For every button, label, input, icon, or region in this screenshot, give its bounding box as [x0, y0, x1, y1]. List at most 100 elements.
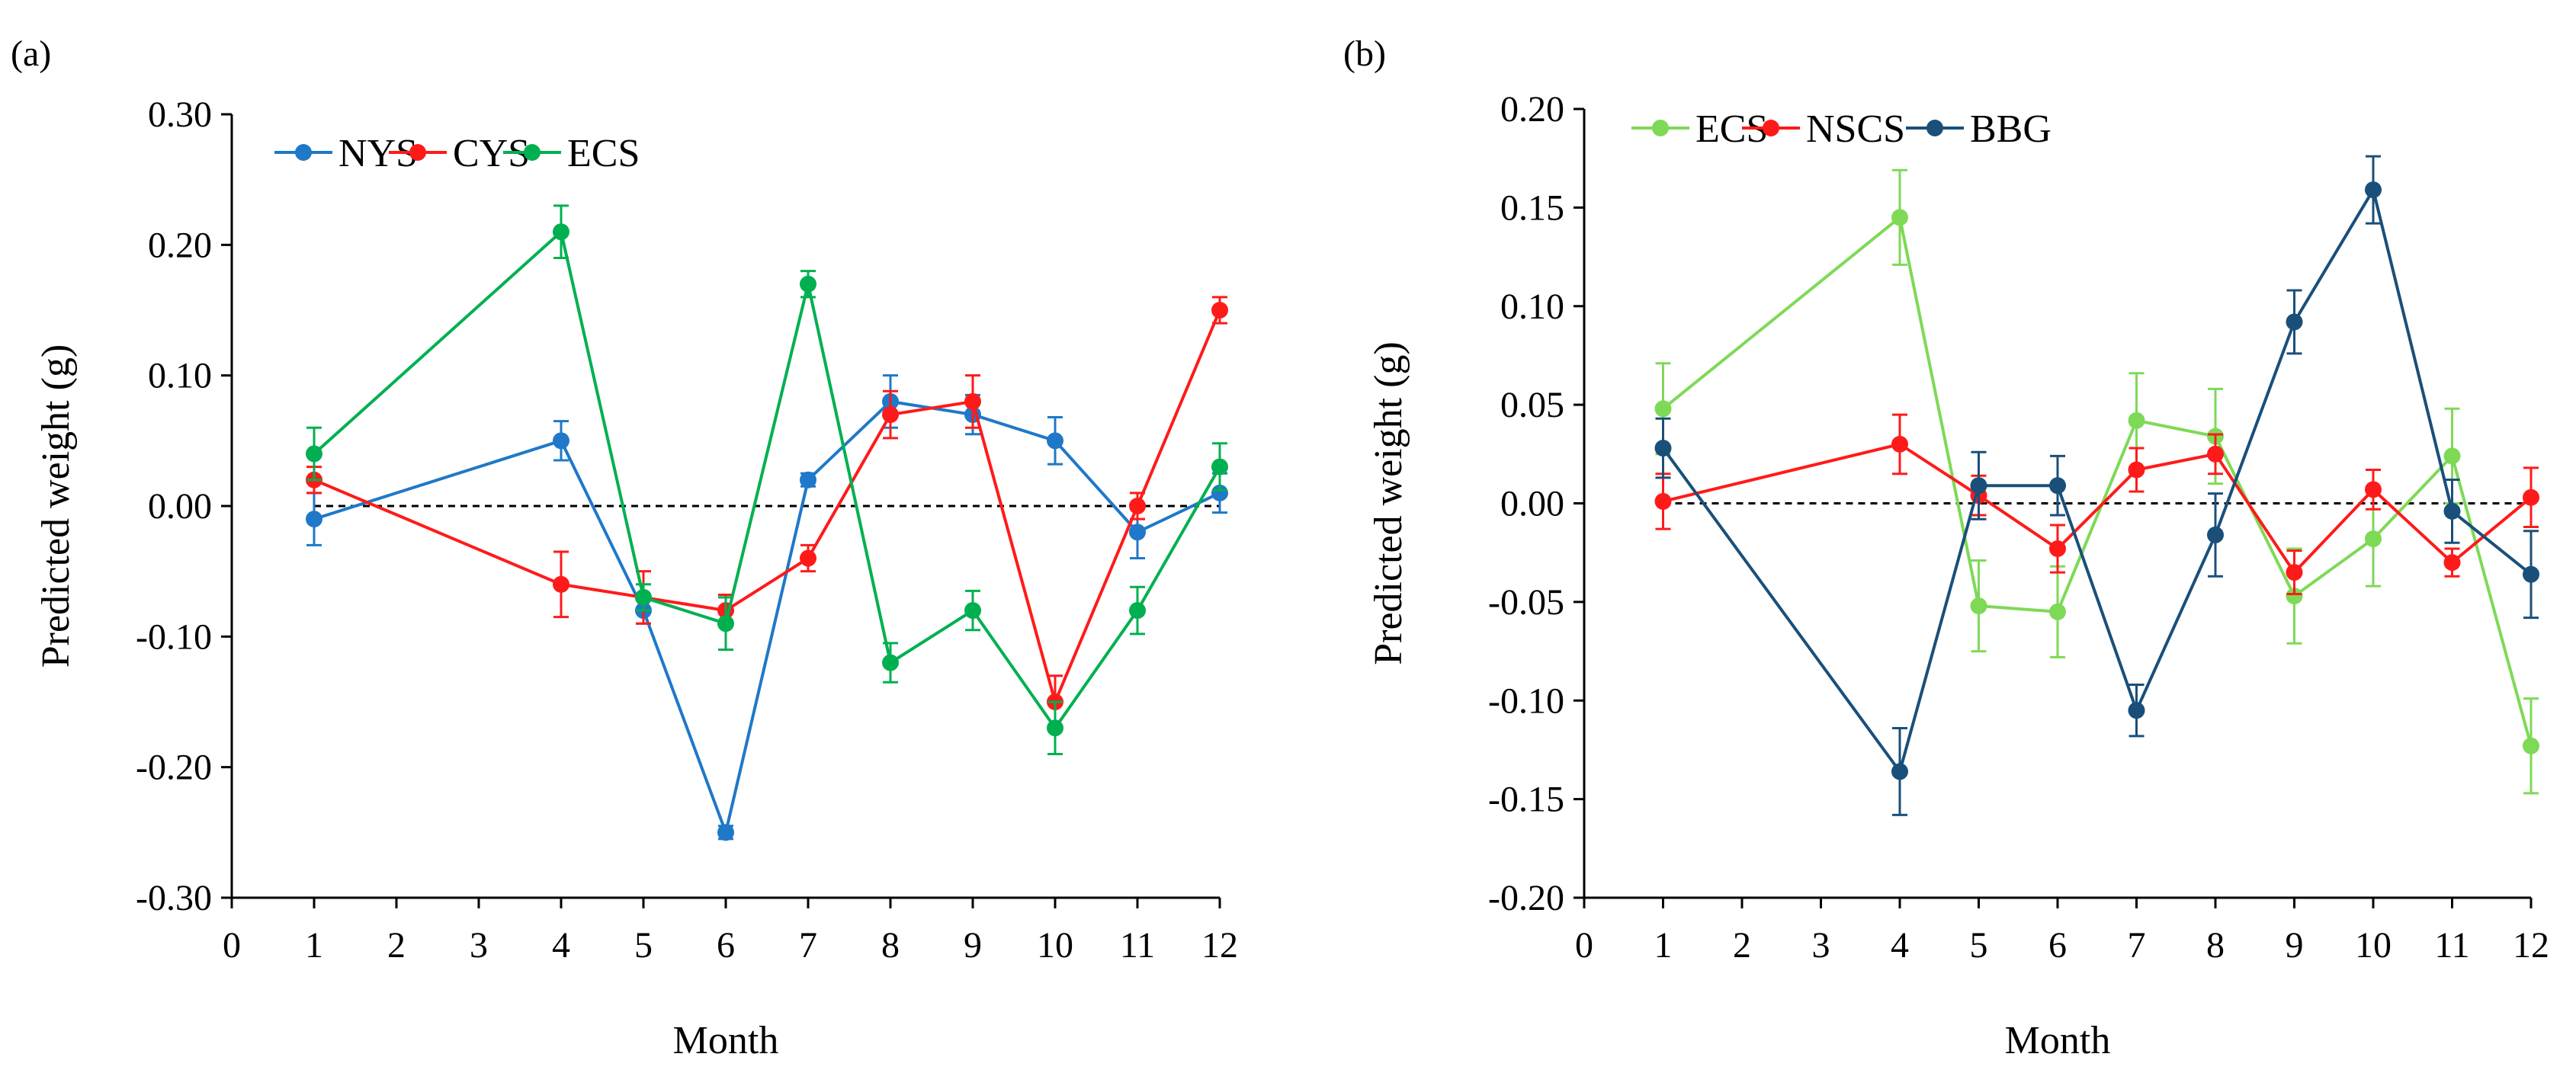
x-tick-label: 7 — [799, 925, 817, 966]
y-tick-label: 0.00 — [1500, 484, 1564, 524]
series-cys — [306, 296, 1228, 729]
x-tick-label: 2 — [387, 925, 406, 966]
legend: NYS CYS ECS — [274, 132, 640, 175]
y-tick-label: -0.20 — [136, 748, 212, 788]
data-point-ecs — [2128, 412, 2145, 429]
legend-marker-icon — [1763, 120, 1779, 136]
x-tick-label: 3 — [470, 925, 488, 966]
x-tick-label: 5 — [634, 925, 653, 966]
data-point-ecs — [1891, 209, 1908, 226]
data-point-ecs — [1970, 597, 1987, 615]
x-tick-label: 1 — [305, 925, 323, 966]
data-point-bbg — [1891, 763, 1908, 780]
data-point-nscs — [2049, 540, 2066, 558]
data-point-ecs — [635, 588, 652, 606]
data-point-bbg — [2286, 313, 2303, 331]
data-point-nscs — [1891, 435, 1908, 453]
data-point-nscs — [1654, 492, 1672, 510]
data-point-bbg — [2365, 181, 2382, 199]
data-point-cys — [964, 392, 981, 410]
data-point-nscs — [2443, 554, 2461, 572]
data-point-bbg — [2443, 502, 2461, 520]
data-point-nys — [717, 824, 734, 841]
data-point-cys — [882, 406, 899, 424]
x-tick-label: 11 — [2434, 925, 2469, 966]
legend-label: ECS — [567, 132, 640, 175]
data-point-ecs — [2443, 447, 2461, 465]
legend-item-ecs: ECS — [503, 132, 640, 175]
data-point-bbg — [2523, 565, 2539, 583]
legend-marker-icon — [1926, 120, 1943, 136]
x-tick-label: 2 — [1733, 925, 1751, 966]
data-point-nscs — [2286, 564, 2303, 581]
data-point-cys — [1211, 302, 1228, 319]
y-tick-label: -0.10 — [136, 617, 212, 657]
data-point-cys — [1129, 498, 1146, 514]
series-ecs — [1654, 168, 2539, 795]
data-point-nscs — [2365, 481, 2382, 498]
legend-item-bbg: BBG — [1906, 107, 2051, 151]
data-point-nscs — [2207, 445, 2224, 463]
series-line-ecs — [313, 229, 1221, 731]
chart-panel-a: (a)0.300.200.100.00-0.10-0.20-0.300 1 2 3 4 5… — [11, 34, 1238, 1062]
panel-label: (a) — [11, 34, 51, 74]
y-tick-label: 0.20 — [1500, 89, 1564, 130]
data-point-nys — [553, 432, 569, 450]
data-point-nys — [306, 511, 322, 528]
data-point-nys — [1129, 524, 1146, 541]
y-tick-label: 0.00 — [148, 486, 212, 527]
data-point-ecs — [800, 275, 816, 293]
data-point-ecs — [2286, 588, 2303, 605]
series-line-cys — [313, 309, 1221, 707]
legend-marker-icon — [524, 144, 541, 161]
x-tick-label: 4 — [1891, 925, 1909, 966]
legend-label: NSCS — [1806, 107, 1905, 151]
x-tick-label: 5 — [1970, 925, 1988, 966]
x-tick-label: 11 — [1120, 925, 1155, 966]
x-tick-label: 12 — [1201, 925, 1238, 966]
chart-panel-b: (b) 0.20 0.15 0.10 0.05 0.00 -0.05 -0.10 -0.15 -0… — [1343, 34, 2549, 1062]
data-point-nscs — [2523, 488, 2539, 506]
data-point-ecs — [2523, 737, 2539, 754]
data-point-ecs — [1211, 458, 1228, 476]
data-point-bbg — [1970, 477, 1987, 495]
data-point-nys — [800, 471, 816, 488]
y-tick-label: -0.05 — [1488, 582, 1564, 623]
data-point-bbg — [1654, 440, 1672, 457]
data-point-ecs — [2049, 603, 2066, 620]
data-point-ecs — [306, 445, 322, 463]
x-tick-label: 6 — [717, 925, 735, 966]
data-point-bbg — [2049, 477, 2066, 495]
y-tick-label: -0.10 — [1488, 681, 1564, 721]
x-tick-label: 0 — [1575, 925, 1593, 966]
x-tick-label: 9 — [964, 925, 982, 966]
data-point-nscs — [2128, 461, 2145, 479]
series-ecs — [306, 204, 1228, 756]
series-line-nscs — [1663, 442, 2533, 575]
x-tick-label: 10 — [2355, 925, 2392, 966]
data-point-nys — [1047, 432, 1063, 450]
data-point-ecs — [1654, 400, 1672, 418]
data-point-nys — [1211, 484, 1228, 501]
x-tick-label: 3 — [1812, 925, 1830, 966]
x-tick-label: 7 — [2128, 925, 2146, 966]
series-bbg — [1654, 155, 2539, 816]
y-axis-title: Predicted weight (g) — [1367, 341, 1410, 665]
legend: ECS NSCS BBG — [1631, 107, 2051, 151]
x-tick-label: 8 — [2206, 925, 2225, 966]
data-point-bbg — [2128, 702, 2145, 719]
y-axis-title: Predicted weight (g) — [34, 344, 78, 668]
panel-label: (b) — [1343, 34, 1386, 74]
data-point-ecs — [2365, 530, 2382, 548]
y-tick-label: 0.20 — [148, 225, 212, 265]
y-tick-label: 0.30 — [148, 94, 212, 135]
y-tick-label: 0.10 — [148, 356, 212, 396]
series-line-bbg — [1661, 185, 2533, 775]
x-tick-label: 6 — [2048, 925, 2067, 966]
legend-marker-icon — [409, 144, 426, 161]
x-tick-label: 9 — [2286, 925, 2304, 966]
x-tick-label: 8 — [881, 925, 900, 966]
x-tick-label: 4 — [552, 925, 570, 966]
data-point-cys — [553, 575, 569, 593]
